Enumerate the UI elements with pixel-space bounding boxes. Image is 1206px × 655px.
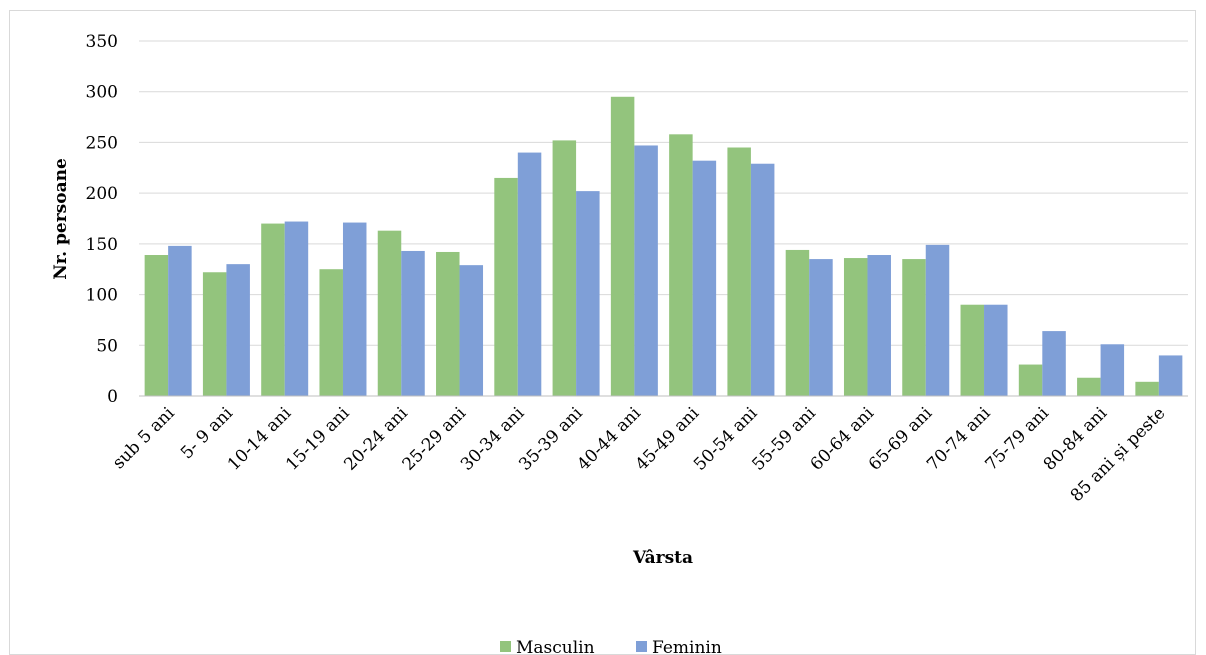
bar-masculin-2 — [261, 223, 285, 396]
bar-feminin-15 — [1042, 331, 1066, 396]
bar-feminin-4 — [401, 250, 425, 396]
bar-feminin-7 — [576, 191, 600, 396]
legend-label-masculin: Masculin — [516, 638, 595, 655]
bar-feminin-14 — [984, 304, 1008, 396]
bar-feminin-17 — [1158, 355, 1183, 396]
bar-feminin-5 — [459, 265, 484, 396]
y-tick-label: 250 — [86, 133, 118, 153]
bar-masculin-0 — [144, 255, 169, 396]
bar-masculin-3 — [319, 269, 343, 396]
bar-feminin-6 — [517, 152, 542, 396]
y-tick-labels: 0 50 100 150 200 250 300 350 — [86, 32, 118, 407]
bar-masculin-7 — [552, 140, 577, 396]
y-axis-title: Nr. persoane — [51, 158, 71, 280]
legend-swatch-feminin — [636, 641, 647, 652]
y-tick-label: 200 — [86, 184, 118, 204]
bar-feminin-11 — [809, 259, 833, 396]
bar-feminin-9 — [692, 160, 717, 396]
bar-masculin-9 — [669, 134, 693, 397]
y-tick-label: 0 — [107, 387, 118, 407]
x-axis-title: Vârsta — [632, 548, 693, 568]
bar-feminin-12 — [867, 255, 891, 396]
bars — [144, 96, 1183, 397]
bar-feminin-3 — [342, 222, 367, 396]
bar-masculin-14 — [960, 304, 985, 396]
y-tick-label: 350 — [86, 32, 118, 52]
legend-label-feminin: Feminin — [652, 638, 722, 655]
bar-feminin-10 — [750, 163, 775, 396]
bar-masculin-17 — [1135, 381, 1159, 396]
bar-masculin-13 — [902, 259, 926, 396]
bar-masculin-10 — [727, 147, 751, 396]
bar-feminin-16 — [1100, 344, 1125, 396]
y-tick-label: 150 — [86, 235, 118, 255]
y-tick-label: 300 — [86, 83, 118, 103]
x-tick-label: 5- 9 ani — [177, 403, 237, 463]
x-tick-label: sub 5 ani — [109, 403, 179, 473]
bar-feminin-0 — [168, 245, 192, 396]
bar-masculin-5 — [436, 251, 460, 396]
y-tick-label: 50 — [96, 336, 118, 356]
bar-masculin-8 — [610, 96, 635, 397]
bar-feminin-8 — [634, 145, 658, 396]
y-tick-label: 100 — [86, 286, 118, 306]
bar-masculin-11 — [785, 249, 810, 396]
legend-swatch-masculin — [500, 641, 511, 652]
bar-masculin-1 — [202, 272, 227, 396]
bar-masculin-16 — [1077, 377, 1101, 396]
legend: Masculin Feminin — [500, 638, 722, 655]
bar-masculin-4 — [377, 230, 402, 396]
bar-masculin-15 — [1018, 364, 1043, 396]
gridlines — [139, 40, 1188, 346]
bar-masculin-12 — [843, 258, 868, 396]
bar-masculin-6 — [494, 177, 518, 396]
bar-feminin-1 — [226, 264, 250, 396]
bar-feminin-13 — [925, 244, 950, 396]
bar-feminin-2 — [284, 221, 309, 396]
